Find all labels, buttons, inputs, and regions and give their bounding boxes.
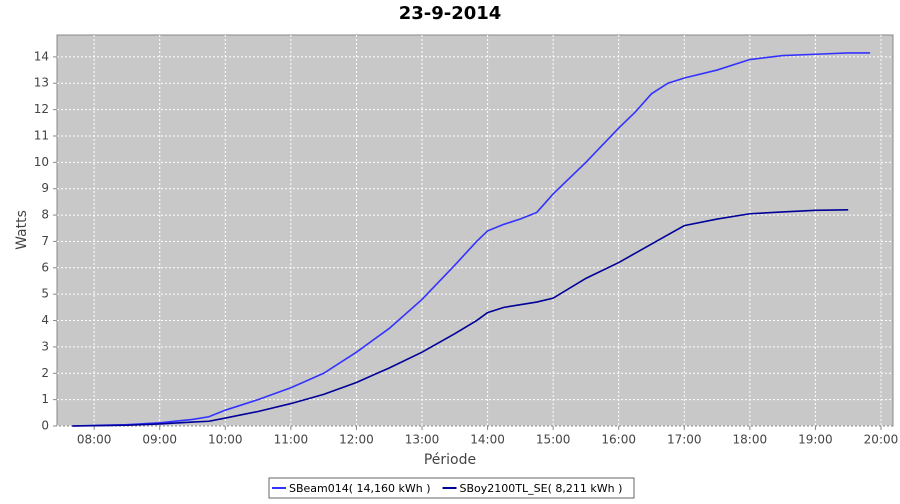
y-axis-label: Watts xyxy=(14,210,30,250)
series-line xyxy=(72,52,871,427)
y-tick-label: 4 xyxy=(41,313,49,327)
plot-area xyxy=(56,34,894,427)
y-tick-label: 13 xyxy=(34,76,49,90)
y-tick-label: 1 xyxy=(41,392,49,406)
x-tick-label: 11:00 xyxy=(274,433,309,447)
y-tick-label: 3 xyxy=(41,339,49,353)
x-tick-label: 20:00 xyxy=(864,433,899,447)
x-tick-label: 16:00 xyxy=(601,433,636,447)
x-tick-label: 12:00 xyxy=(339,433,374,447)
x-tick-label: 15:00 xyxy=(536,433,571,447)
chart-title: 23-9-2014 xyxy=(399,3,502,24)
x-tick-label: 09:00 xyxy=(142,433,177,447)
y-tick-label: 12 xyxy=(34,102,49,116)
y-tick-label: 7 xyxy=(41,234,49,248)
y-tick-label: 0 xyxy=(41,419,49,433)
x-tick-label: 17:00 xyxy=(667,433,702,447)
y-tick-label: 6 xyxy=(41,260,49,274)
x-tick-label: 14:00 xyxy=(470,433,505,447)
x-tick-label: 08:00 xyxy=(77,433,112,447)
x-axis-label: Période xyxy=(424,452,476,468)
y-tick-label: 8 xyxy=(41,208,49,222)
y-tick-label: 9 xyxy=(41,181,49,195)
legend-label: SBeam014( 14,160 kWh ) xyxy=(289,482,431,495)
y-tick-label: 5 xyxy=(41,287,49,301)
legend-label: SBoy2100TL_SE( 8,211 kWh ) xyxy=(460,482,623,495)
series-line xyxy=(72,209,849,427)
y-tick-label: 11 xyxy=(34,128,49,142)
x-tick-label: 13:00 xyxy=(405,433,440,447)
x-tick-label: 10:00 xyxy=(208,433,243,447)
y-tick-label: 10 xyxy=(34,155,49,169)
x-tick-label: 19:00 xyxy=(798,433,833,447)
y-tick-label: 2 xyxy=(41,366,49,380)
y-tick-label: 14 xyxy=(34,49,49,63)
x-tick-label: 18:00 xyxy=(733,433,768,447)
